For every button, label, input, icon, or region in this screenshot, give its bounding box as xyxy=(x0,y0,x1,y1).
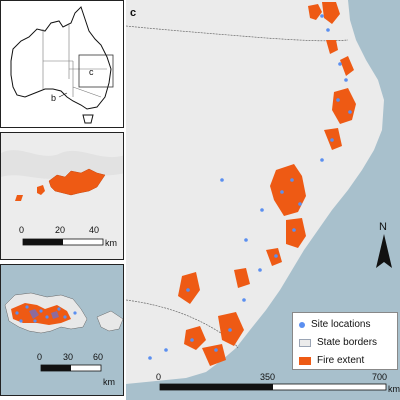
site-locations-layer xyxy=(148,14,352,360)
scalebar-main-tick-0: 0 xyxy=(156,372,161,382)
legend-item-borders: State borders xyxy=(299,337,377,348)
scalebar-b-tick-0: 0 xyxy=(37,352,42,362)
scalebar-b-tick-2: 60 xyxy=(93,352,103,362)
fire-patch-b-1 xyxy=(11,303,71,325)
fire-extent-swatch xyxy=(299,356,311,365)
panel-label-c: c xyxy=(130,7,136,19)
north-arrow-label: N xyxy=(379,221,387,233)
north-arrow-icon: N xyxy=(376,221,392,268)
scalebar-a-fill xyxy=(23,239,63,245)
legend-item-sites: Site locations xyxy=(299,319,370,330)
legend-label-borders: State borders xyxy=(317,337,378,348)
fire-patch-a-main xyxy=(48,168,106,196)
scalebar-b-tick-1: 30 xyxy=(63,352,73,362)
inset-label-b: b xyxy=(51,93,56,103)
scalebar-main-fill xyxy=(160,384,273,390)
scalebar-a-tick-2: 40 xyxy=(89,225,99,235)
site-location-swatch xyxy=(299,321,305,328)
state-border-nsw-vic xyxy=(126,299,239,349)
peninsula-outline xyxy=(96,310,123,332)
australia-inset-map: c b xyxy=(10,6,114,124)
scalebar-a-unit: km xyxy=(105,238,117,248)
main-map: c N 0 350 700 km xyxy=(126,0,400,400)
fire-patch-a-west xyxy=(37,185,45,195)
scalebar-a-tick-0: 0 xyxy=(19,225,24,235)
inset-pointer-b xyxy=(58,92,68,98)
map-legend: Site locations State borders Fire extent xyxy=(292,312,398,370)
scalebar-b-fill xyxy=(41,365,71,371)
fire-extent-layer xyxy=(178,2,356,366)
main-map-panel-c: c N 0 350 700 km xyxy=(126,0,400,400)
scalebar-b-unit: km xyxy=(103,377,115,387)
detail-map-a: 0 20 40 km xyxy=(1,133,123,259)
australia-outline xyxy=(10,6,112,110)
detail-panel-b: 0 30 60 km xyxy=(0,264,124,396)
legend-label-fire: Fire extent xyxy=(317,355,365,366)
fire-patch-b-3 xyxy=(51,311,59,319)
legend-label-sites: Site locations xyxy=(311,319,371,330)
detail-map-b: 0 30 60 km xyxy=(1,265,123,395)
scalebar-main-unit: km xyxy=(388,384,400,394)
fire-patch-b-2 xyxy=(29,309,39,319)
inset-box-c xyxy=(78,54,114,88)
state-border-swatch xyxy=(299,338,311,347)
scalebar-a-tick-1: 20 xyxy=(55,225,65,235)
legend-item-fire: Fire extent xyxy=(299,355,364,366)
tasmania-outline xyxy=(82,114,94,124)
sites-b xyxy=(15,305,77,323)
fire-patch-a-sw xyxy=(15,195,23,201)
state-line-nsw-vic xyxy=(72,86,102,98)
inset-australia-panel: c b xyxy=(0,0,124,128)
inset-label-c: c xyxy=(89,67,94,77)
scalebar-main-tick-1: 350 xyxy=(260,372,275,382)
scalebar-main-tick-2: 700 xyxy=(372,372,387,382)
detail-panel-a: 0 20 40 km xyxy=(0,132,124,260)
